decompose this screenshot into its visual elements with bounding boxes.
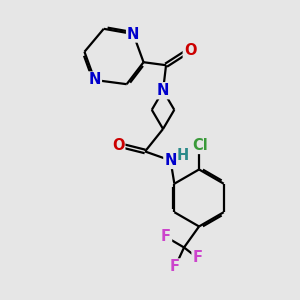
Text: N: N (157, 83, 169, 98)
Text: N: N (88, 73, 101, 88)
Text: N: N (127, 26, 140, 41)
Text: F: F (170, 260, 180, 274)
Text: F: F (161, 230, 171, 244)
Text: O: O (112, 138, 124, 153)
Text: Cl: Cl (193, 138, 208, 153)
Text: N: N (164, 153, 177, 168)
Text: O: O (184, 43, 196, 58)
Text: F: F (193, 250, 202, 266)
Text: H: H (177, 148, 189, 163)
